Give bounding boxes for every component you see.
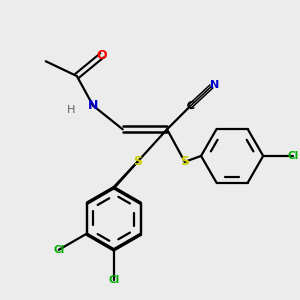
Text: Cl: Cl (287, 151, 298, 161)
Text: Cl: Cl (53, 245, 64, 255)
Text: C: C (187, 100, 195, 111)
Text: N: N (88, 99, 98, 112)
Text: Cl: Cl (108, 275, 119, 285)
Text: H: H (67, 105, 75, 115)
Text: S: S (180, 155, 189, 168)
Text: O: O (97, 49, 107, 62)
Text: N: N (210, 80, 219, 90)
Text: S: S (133, 155, 142, 168)
